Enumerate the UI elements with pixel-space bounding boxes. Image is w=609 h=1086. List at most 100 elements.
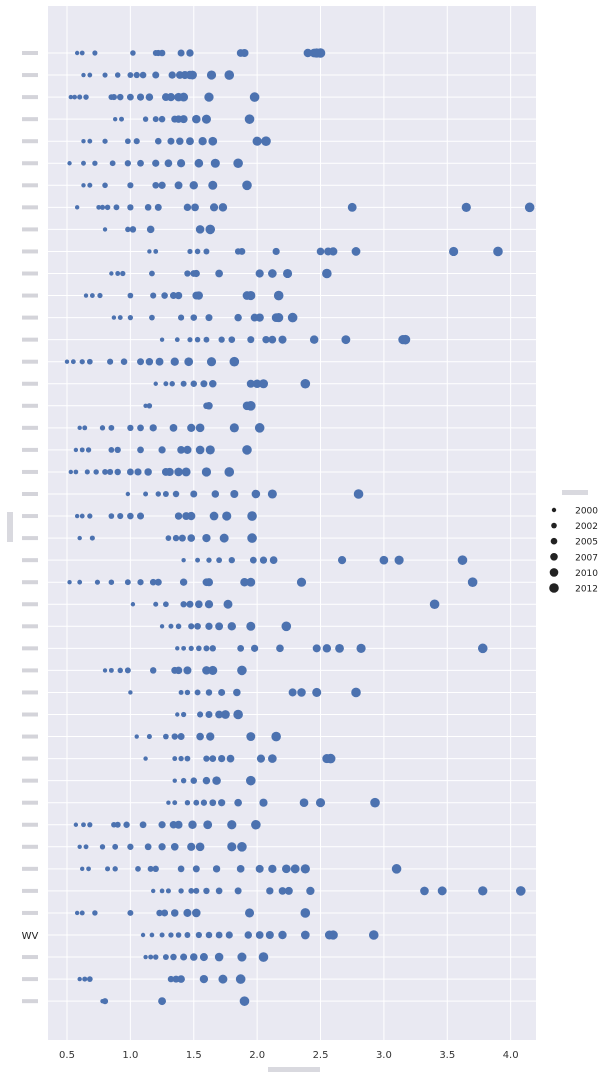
data-point [177, 975, 185, 983]
data-point [177, 865, 185, 873]
data-point [92, 160, 98, 166]
data-point [218, 974, 228, 984]
data-point [237, 665, 247, 676]
legend-label: 2002 [575, 522, 598, 532]
data-point [180, 953, 188, 961]
data-point [209, 755, 217, 762]
data-point [244, 114, 255, 124]
data-point [170, 909, 179, 917]
data-point [347, 202, 357, 212]
x-tick-label: 1.5 [186, 1050, 202, 1061]
data-point [266, 887, 274, 895]
data-point [237, 842, 247, 852]
data-point [109, 160, 116, 167]
data-point [246, 732, 256, 742]
x-tick-layer: 0.5 1.0 1.5 2.0 2.5 3.0 3.5 4.0 [59, 1050, 519, 1061]
data-point [223, 599, 233, 609]
data-point [180, 777, 187, 784]
data-point [209, 203, 219, 212]
data-point [183, 203, 192, 212]
data-point [79, 50, 85, 56]
data-point [201, 114, 211, 124]
data-point [174, 512, 183, 520]
data-point [199, 974, 209, 984]
data-point [117, 512, 124, 520]
data-point [195, 557, 201, 563]
data-point [92, 910, 98, 916]
data-point [172, 756, 178, 762]
data-point [137, 358, 145, 366]
data-point [229, 423, 239, 433]
x-tick-label: 1.0 [122, 1050, 138, 1061]
y-tick-label-placeholder [22, 403, 38, 408]
y-tick-label-placeholder [22, 888, 38, 893]
data-point [194, 622, 201, 630]
legend: 2000 2002 2005 2007 2010 2012 [549, 507, 598, 595]
points-layer [64, 48, 535, 1006]
data-point [194, 291, 203, 300]
data-point [240, 577, 249, 587]
data-point [261, 136, 271, 146]
data-point [149, 578, 157, 586]
data-point [114, 72, 121, 78]
data-point [102, 182, 108, 189]
x-tick-label: 2.5 [313, 1050, 329, 1061]
data-point [172, 778, 177, 783]
y-tick-label-placeholder [22, 536, 38, 541]
data-point [137, 512, 145, 520]
data-point [168, 71, 176, 79]
data-point [154, 578, 162, 586]
data-point [99, 844, 106, 850]
data-point [81, 183, 86, 188]
data-point [158, 115, 166, 123]
data-point [224, 70, 235, 80]
data-point [73, 469, 79, 475]
y-tick-label-placeholder [22, 514, 38, 519]
data-point [187, 423, 196, 432]
data-point [296, 577, 307, 587]
data-point [126, 93, 134, 101]
data-point [113, 204, 120, 211]
data-point [227, 622, 237, 631]
data-point [152, 116, 159, 123]
data-point [195, 600, 203, 609]
data-point [125, 138, 131, 145]
y-tick-label-placeholder [22, 492, 38, 496]
data-point [187, 337, 193, 343]
data-point [89, 293, 95, 298]
data-point [370, 797, 380, 808]
data-point [172, 490, 180, 498]
data-point [258, 379, 269, 389]
data-point [82, 425, 88, 431]
data-point [251, 644, 259, 652]
data-point [137, 424, 144, 432]
data-point [133, 71, 140, 79]
data-point [158, 843, 166, 851]
data-point [114, 468, 121, 476]
data-point [93, 469, 99, 475]
data-point [246, 577, 256, 587]
data-point [273, 290, 284, 301]
data-point [146, 403, 153, 409]
data-point [269, 556, 278, 565]
data-point [256, 754, 266, 763]
data-point [125, 226, 131, 233]
data-point [158, 446, 166, 454]
data-point [239, 996, 250, 1006]
data-point [85, 447, 92, 453]
data-point [255, 313, 264, 322]
data-point [67, 161, 72, 166]
data-point [108, 667, 114, 673]
data-point [205, 402, 213, 410]
data-point [127, 182, 134, 189]
data-point [81, 139, 86, 144]
y-tick-label-placeholder [22, 646, 38, 651]
data-point [240, 48, 249, 58]
data-point [153, 249, 159, 254]
y-tick-label-placeholder [22, 337, 38, 342]
y-tick-label-placeholder [22, 580, 38, 585]
data-point [87, 138, 93, 144]
data-point [188, 820, 197, 829]
data-point [151, 888, 156, 894]
